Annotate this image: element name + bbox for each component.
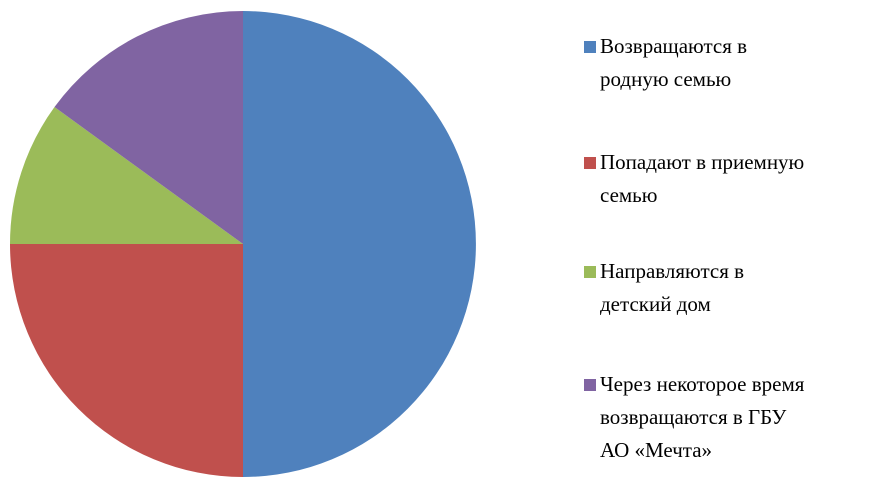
- legend-swatch: [584, 157, 596, 169]
- pie-slice: [243, 11, 476, 477]
- legend-label: Направляются в детский дом: [600, 259, 745, 316]
- legend-entry: Попадают в приемную семью: [584, 146, 804, 212]
- legend-label: Через некоторое время возвращаются в ГБУ…: [600, 372, 805, 462]
- legend-entry: Через некоторое время возвращаются в ГБУ…: [584, 368, 804, 467]
- legend-label: Возвращаются в родную семью: [600, 34, 748, 91]
- legend-entry: Направляются в детский дом: [584, 255, 744, 321]
- legend-swatch: [584, 41, 596, 53]
- legend-swatch: [584, 266, 596, 278]
- pie-slice: [54, 11, 243, 244]
- legend-entry: Возвращаются в родную семью: [584, 30, 747, 96]
- legend-swatch: [584, 379, 596, 391]
- pie-slice: [10, 107, 243, 244]
- pie-slice: [10, 244, 243, 477]
- legend-label: Попадают в приемную семью: [600, 150, 805, 207]
- pie-area: [10, 11, 476, 477]
